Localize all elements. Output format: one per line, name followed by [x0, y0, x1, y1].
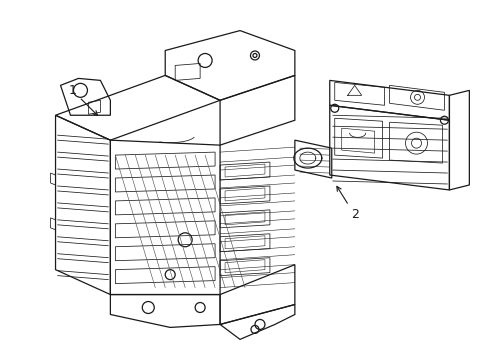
- Text: 2: 2: [336, 186, 358, 221]
- Text: 1: 1: [68, 84, 98, 116]
